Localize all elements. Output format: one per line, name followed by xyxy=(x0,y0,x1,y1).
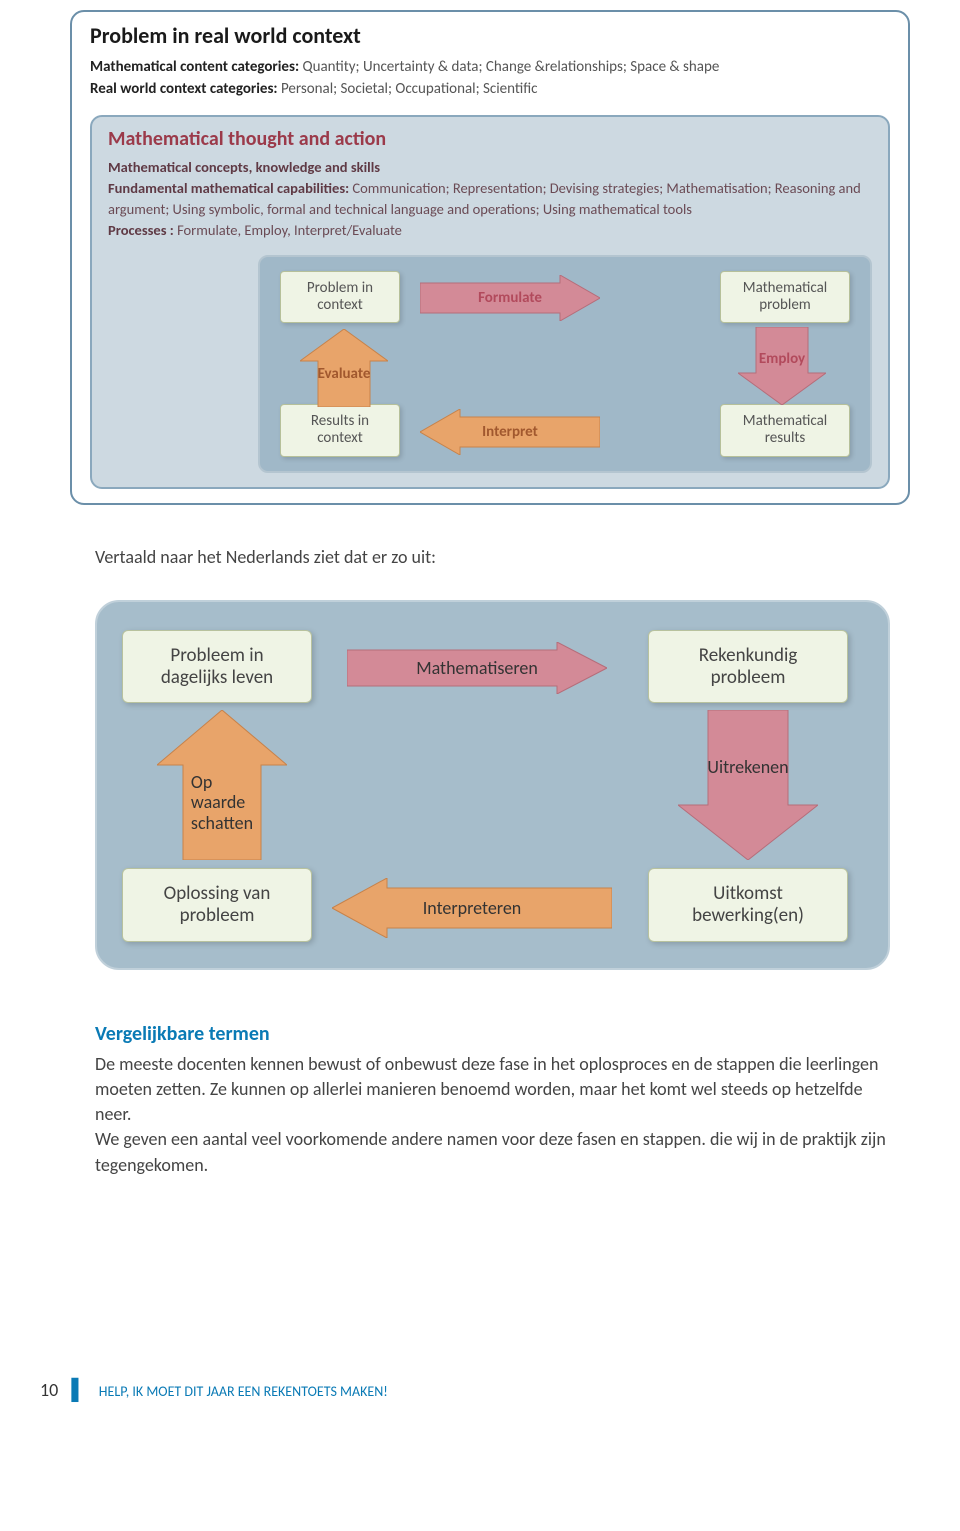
inner-l3-rest: Formulate, Employ, Interpret/Evaluate xyxy=(174,221,402,239)
translation-intro: Vertaald naar het Nederlands ziet dat er… xyxy=(95,545,890,570)
dutch-box-br-l2: bewerking(en) xyxy=(692,904,804,927)
diagram-english-inner: Mathematical thought and action Mathemat… xyxy=(90,115,890,489)
inner-line1: Mathematical concepts, knowledge and ski… xyxy=(108,157,872,178)
arrow-left-icon xyxy=(420,409,600,455)
arrow-formulate: Formulate xyxy=(420,275,600,321)
arrow-right-icon xyxy=(420,275,600,321)
dutch-box-solution: Oplossing van probleem xyxy=(122,868,312,942)
cycle-box-br-text: Mathematical results xyxy=(743,412,827,447)
cycle-box-math-problem: Mathematical problem xyxy=(720,271,850,324)
dutch-box-br-l1: Uitkomst xyxy=(713,882,783,905)
inner-l3-label: Processes : xyxy=(108,221,174,239)
dutch-box-problem-daily: Probleem in dagelijks leven xyxy=(122,630,312,704)
inner-l2-label: Fundamental mathematical capabilities: xyxy=(108,179,349,197)
inner-line1-bold: Mathematical concepts, knowledge and ski… xyxy=(108,158,380,176)
cycle-box-problem-context: Problem in context xyxy=(280,271,400,324)
dutch-arrow-evaluate: Op waarde schatten xyxy=(157,710,287,860)
section-heading: Vergelijkbare termen xyxy=(95,1020,890,1048)
dutch-box-tl-l1: Probleem in xyxy=(170,644,263,667)
sub1-rest: Quantity; Uncertainty & data; Change &re… xyxy=(299,58,719,76)
footer-title: HELP, IK MOET DIT JAAR EEN REKENTOETS MA… xyxy=(99,1383,388,1400)
dutch-box-outcome: Uitkomst bewerking(en) xyxy=(648,868,848,942)
dutch-arrow-interpret: Interpreteren xyxy=(332,878,612,938)
dutch-arrow-employ: Uitrekenen xyxy=(678,710,818,860)
dutch-box-tl-l2: dagelijks leven xyxy=(161,666,273,689)
arrow-down-icon xyxy=(678,710,818,860)
arrow-interpret: Interpret xyxy=(420,409,600,455)
cycle-box-math-results: Mathematical results xyxy=(720,404,850,457)
diagram-english-outer: Problem in real world context Mathematic… xyxy=(70,10,910,505)
dutch-arrow-mathematiseren: Mathematiseren xyxy=(347,642,607,694)
arrow-up-icon xyxy=(157,710,287,860)
section-paragraph: De meeste docenten kennen bewust of onbe… xyxy=(95,1052,890,1178)
arrow-employ: Employ xyxy=(738,327,826,405)
cycle-box-tl-text: Problem in context xyxy=(307,279,373,314)
arrow-right-icon xyxy=(347,642,607,694)
cycle-box-results-context: Results in context xyxy=(280,404,400,457)
arrow-down-icon xyxy=(738,327,826,405)
sub1-label: Mathematical content categories: xyxy=(90,58,299,76)
sub2-label: Real world context categories: xyxy=(90,80,278,98)
page-number: 10 xyxy=(40,1379,58,1401)
arrow-up-icon xyxy=(300,329,388,407)
diagram-english-sub1: Mathematical content categories: Quantit… xyxy=(90,57,890,79)
diagram-english-title: Problem in real world context xyxy=(90,22,890,49)
dutch-box-bl-l1: Oplossing van xyxy=(164,882,271,905)
inner-line2: Fundamental mathematical capabilities: C… xyxy=(108,178,872,220)
inner-title: Mathematical thought and action xyxy=(108,127,872,151)
sub2-rest: Personal; Societal; Occupational; Scient… xyxy=(278,80,538,98)
diagram-english-sub2: Real world context categories: Personal;… xyxy=(90,79,890,101)
dutch-box-math-problem: Rekenkundig probleem xyxy=(648,630,848,704)
footer-separator-icon: ▌ xyxy=(71,1378,85,1402)
inner-line3: Processes : Formulate, Employ, Interpret… xyxy=(108,220,872,241)
arrow-evaluate: Evaluate xyxy=(300,329,388,407)
section-block: Vergelijkbare termen De meeste docenten … xyxy=(95,1020,890,1178)
dutch-box-tr-l2: probleem xyxy=(711,666,786,689)
page-footer: 10 ▌ HELP, IK MOET DIT JAAR EEN REKENTOE… xyxy=(0,1378,960,1402)
dutch-box-bl-l2: probleem xyxy=(180,904,255,927)
cycle-box-tr-text: Mathematical problem xyxy=(743,279,827,314)
diagram-dutch: Probleem in dagelijks leven Rekenkundig … xyxy=(95,600,890,970)
cycle-panel-english: Problem in context Mathematical problem … xyxy=(258,255,872,473)
arrow-left-icon xyxy=(332,878,612,938)
dutch-box-tr-l1: Rekenkundig xyxy=(699,644,798,667)
cycle-box-bl-text: Results in context xyxy=(311,412,369,447)
